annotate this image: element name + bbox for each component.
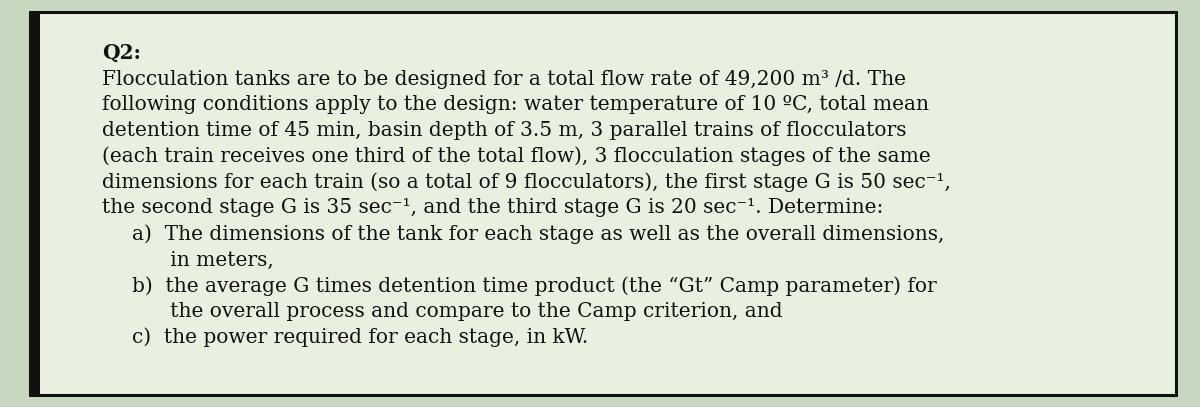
- Text: c)  the power required for each stage, in kW.: c) the power required for each stage, in…: [132, 327, 588, 347]
- Text: detention time of 45 min, basin depth of 3.5 m, 3 parallel trains of flocculator: detention time of 45 min, basin depth of…: [102, 121, 906, 140]
- Text: dimensions for each train (so a total of 9 flocculators), the first stage G is 5: dimensions for each train (so a total of…: [102, 172, 950, 192]
- Text: b)  the average G times detention time product (the “Gt” Camp parameter) for: b) the average G times detention time pr…: [132, 276, 937, 296]
- Text: Q2:: Q2:: [102, 43, 142, 63]
- Text: the second stage G is 35 sec⁻¹, and the third stage G is 20 sec⁻¹. Determine:: the second stage G is 35 sec⁻¹, and the …: [102, 198, 883, 217]
- Text: (each train receives one third of the total flow), 3 flocculation stages of the : (each train receives one third of the to…: [102, 147, 931, 166]
- Text: Flocculation tanks are to be designed for a total flow rate of 49,200 m³ /d. The: Flocculation tanks are to be designed fo…: [102, 70, 906, 89]
- Text: the overall process and compare to the Camp criterion, and: the overall process and compare to the C…: [132, 302, 782, 321]
- Text: in meters,: in meters,: [132, 250, 274, 269]
- Text: following conditions apply to the design: water temperature of 10 ºC, total mean: following conditions apply to the design…: [102, 95, 929, 114]
- Text: a)  The dimensions of the tank for each stage as well as the overall dimensions,: a) The dimensions of the tank for each s…: [132, 225, 944, 245]
